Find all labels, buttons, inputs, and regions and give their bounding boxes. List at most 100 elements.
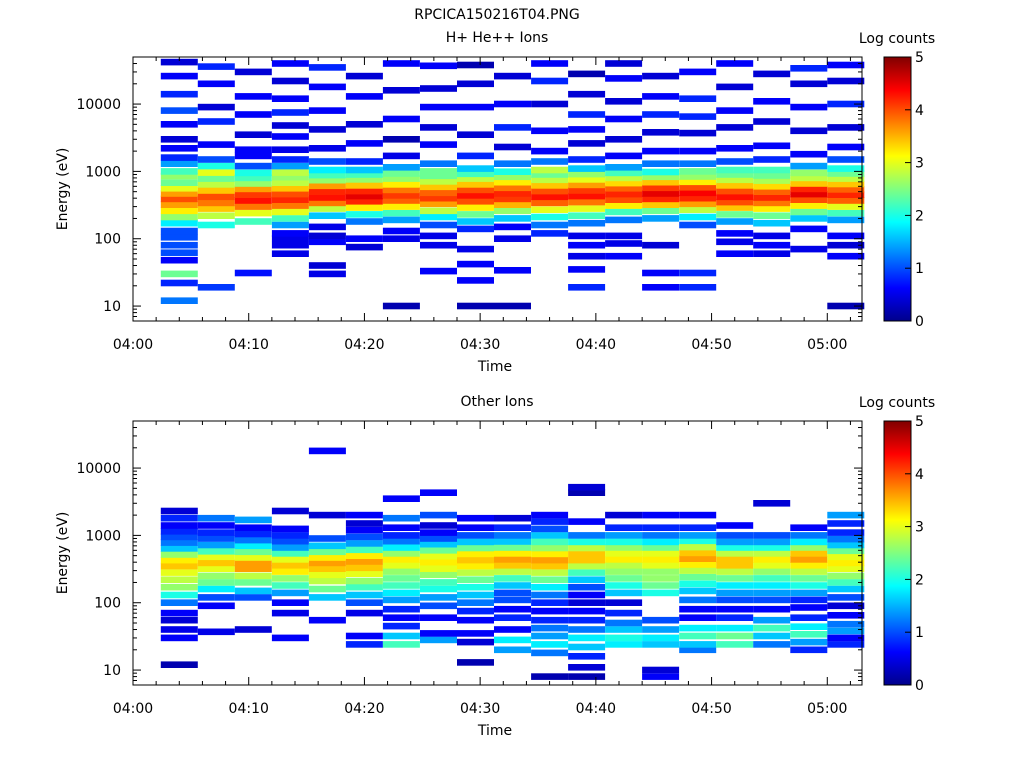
heatmap-cell — [679, 524, 717, 531]
heatmap-cell — [716, 176, 754, 184]
heatmap-cell — [531, 171, 569, 178]
heatmap-cell — [753, 532, 791, 539]
heatmap-cell — [197, 572, 235, 580]
colorbar-tick-label: 3 — [915, 156, 924, 172]
colorbar-tick-label: 0 — [915, 314, 924, 330]
heatmap-cell — [531, 127, 569, 135]
heatmap-cell — [197, 553, 235, 561]
heatmap-cell — [568, 170, 606, 178]
heatmap-cell — [827, 520, 865, 527]
heatmap-cell — [160, 528, 198, 535]
heatmap-cell — [457, 218, 494, 225]
heatmap-cell — [197, 514, 235, 522]
heatmap-cell — [531, 576, 569, 583]
heatmap-cell — [827, 602, 865, 610]
heatmap-cell — [790, 180, 828, 187]
heatmap-cell — [345, 198, 383, 205]
heatmap-cell — [160, 195, 198, 203]
heatmap-cell — [753, 616, 791, 624]
heatmap-cell — [197, 284, 235, 291]
heatmap-cell — [790, 80, 828, 88]
heatmap-cell — [679, 511, 717, 519]
heatmap-cell — [827, 252, 865, 260]
heatmap-cell — [494, 143, 531, 151]
heatmap-cell — [234, 572, 272, 580]
heatmap-cell — [271, 556, 309, 563]
heatmap-cell — [308, 212, 346, 219]
heatmap-cell — [494, 556, 531, 563]
y-axis-label: Energy (eV) — [55, 148, 71, 231]
heatmap-cell — [531, 147, 569, 155]
heatmap-cell — [716, 568, 754, 575]
heatmap-cell — [234, 269, 272, 277]
colorbar-tick-label: 2 — [915, 208, 924, 224]
heatmap-cell — [568, 532, 606, 539]
heatmap-cell — [160, 249, 198, 256]
heatmap-cell — [345, 570, 383, 577]
heatmap-cell — [345, 204, 383, 211]
heatmap-cell — [642, 93, 680, 100]
heatmap-cell — [642, 129, 680, 136]
heatmap-cell — [827, 61, 865, 69]
heatmap-cell — [568, 156, 606, 163]
heatmap-cell — [531, 213, 569, 221]
heatmap-cell — [382, 164, 420, 171]
heatmap-cell — [605, 190, 643, 198]
heatmap-cell — [568, 192, 606, 200]
heatmap-cell — [679, 206, 717, 213]
heatmap-cell — [197, 181, 235, 188]
heatmap-cell — [234, 146, 272, 153]
heatmap-cell — [271, 185, 309, 192]
heatmap-cell — [345, 243, 383, 251]
heatmap-cell — [457, 198, 494, 205]
heatmap-cell — [234, 131, 272, 138]
heatmap-cell — [531, 624, 569, 632]
heatmap-cell — [197, 162, 235, 170]
heatmap-cell — [716, 538, 754, 546]
heatmap-cell — [197, 221, 235, 229]
heatmap-cell — [308, 616, 346, 624]
heatmap-cell — [457, 170, 494, 178]
heatmap-cell — [679, 168, 717, 175]
heatmap-cell — [345, 591, 383, 599]
heatmap-cell — [160, 160, 198, 167]
heatmap-cell — [642, 562, 680, 569]
heatmap-cell — [753, 142, 791, 150]
x-tick-label: 05:00 — [807, 701, 847, 717]
heatmap-cell — [271, 215, 309, 222]
heatmap-cell — [642, 111, 680, 118]
heatmap-cell — [494, 575, 531, 582]
heatmap-cells — [160, 58, 865, 310]
heatmap-cell — [568, 576, 606, 583]
heatmap-cell — [160, 583, 198, 591]
heatmap-cell — [753, 166, 791, 174]
heatmap-cell — [457, 599, 494, 606]
heatmap-cell — [160, 609, 198, 617]
heatmap-cell — [753, 641, 791, 648]
heatmap-cell — [790, 589, 828, 597]
heatmap-cell — [827, 143, 865, 151]
heatmap-cell — [605, 115, 643, 123]
heatmap-cell — [494, 267, 531, 274]
heatmap-cells — [160, 447, 865, 680]
heatmap-cell — [160, 562, 198, 570]
heatmap-cell — [197, 541, 235, 549]
heatmap-cell — [494, 582, 531, 589]
heatmap-cell — [457, 638, 494, 646]
heatmap-cell — [345, 166, 383, 174]
heatmap-cell — [420, 540, 457, 548]
heatmap-cell — [197, 529, 235, 536]
heatmap-cell — [790, 169, 828, 177]
heatmap-cell — [753, 624, 791, 632]
heatmap-cell — [382, 197, 420, 204]
heatmap-cell — [197, 187, 235, 194]
heatmap-cell — [457, 225, 494, 233]
heatmap-cell — [271, 241, 309, 249]
heatmap-cell — [753, 556, 791, 563]
heatmap-cell — [716, 596, 754, 604]
heatmap-cell — [827, 170, 865, 177]
heatmap-cell — [234, 174, 272, 182]
heatmap-cell — [790, 544, 828, 551]
heatmap-cell — [271, 95, 309, 102]
